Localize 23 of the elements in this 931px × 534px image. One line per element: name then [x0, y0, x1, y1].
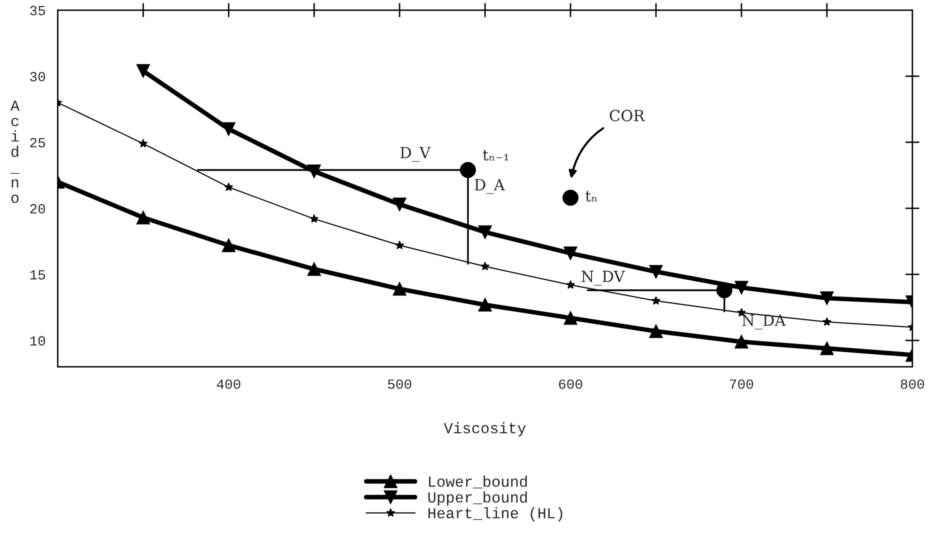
annotation: N_DV: [582, 270, 626, 286]
x-tick-label: 600: [559, 379, 582, 389]
y-tick-label: 10: [30, 336, 46, 346]
y-axis-title: Acid_no: [10, 100, 20, 203]
y-tick-label: 20: [30, 204, 46, 214]
x-tick-label: 500: [388, 379, 412, 389]
legend-label: Lower_bound: [429, 476, 527, 488]
legend-label: Upper_bound: [428, 491, 527, 506]
annotation: tₙ₋₁: [482, 150, 508, 161]
annotation: tₙ: [585, 190, 598, 202]
annotation: D_A: [474, 179, 506, 194]
y-tick-label: 25: [30, 138, 46, 148]
y-tick-label: 35: [30, 6, 46, 16]
y-tick-label: 30: [30, 72, 46, 82]
annotation: N_DA: [742, 314, 786, 330]
annotation: COR: [610, 110, 646, 122]
y-tick-label: 15: [30, 270, 46, 280]
x-tick-label: 400: [216, 379, 240, 389]
x-axis-title: Viscosity: [444, 422, 526, 436]
annotation: D_V: [400, 147, 431, 162]
x-tick-label: 700: [730, 379, 754, 389]
legend-label: Heart_line (HL): [428, 507, 562, 522]
x-tick-label: 800: [900, 379, 924, 389]
